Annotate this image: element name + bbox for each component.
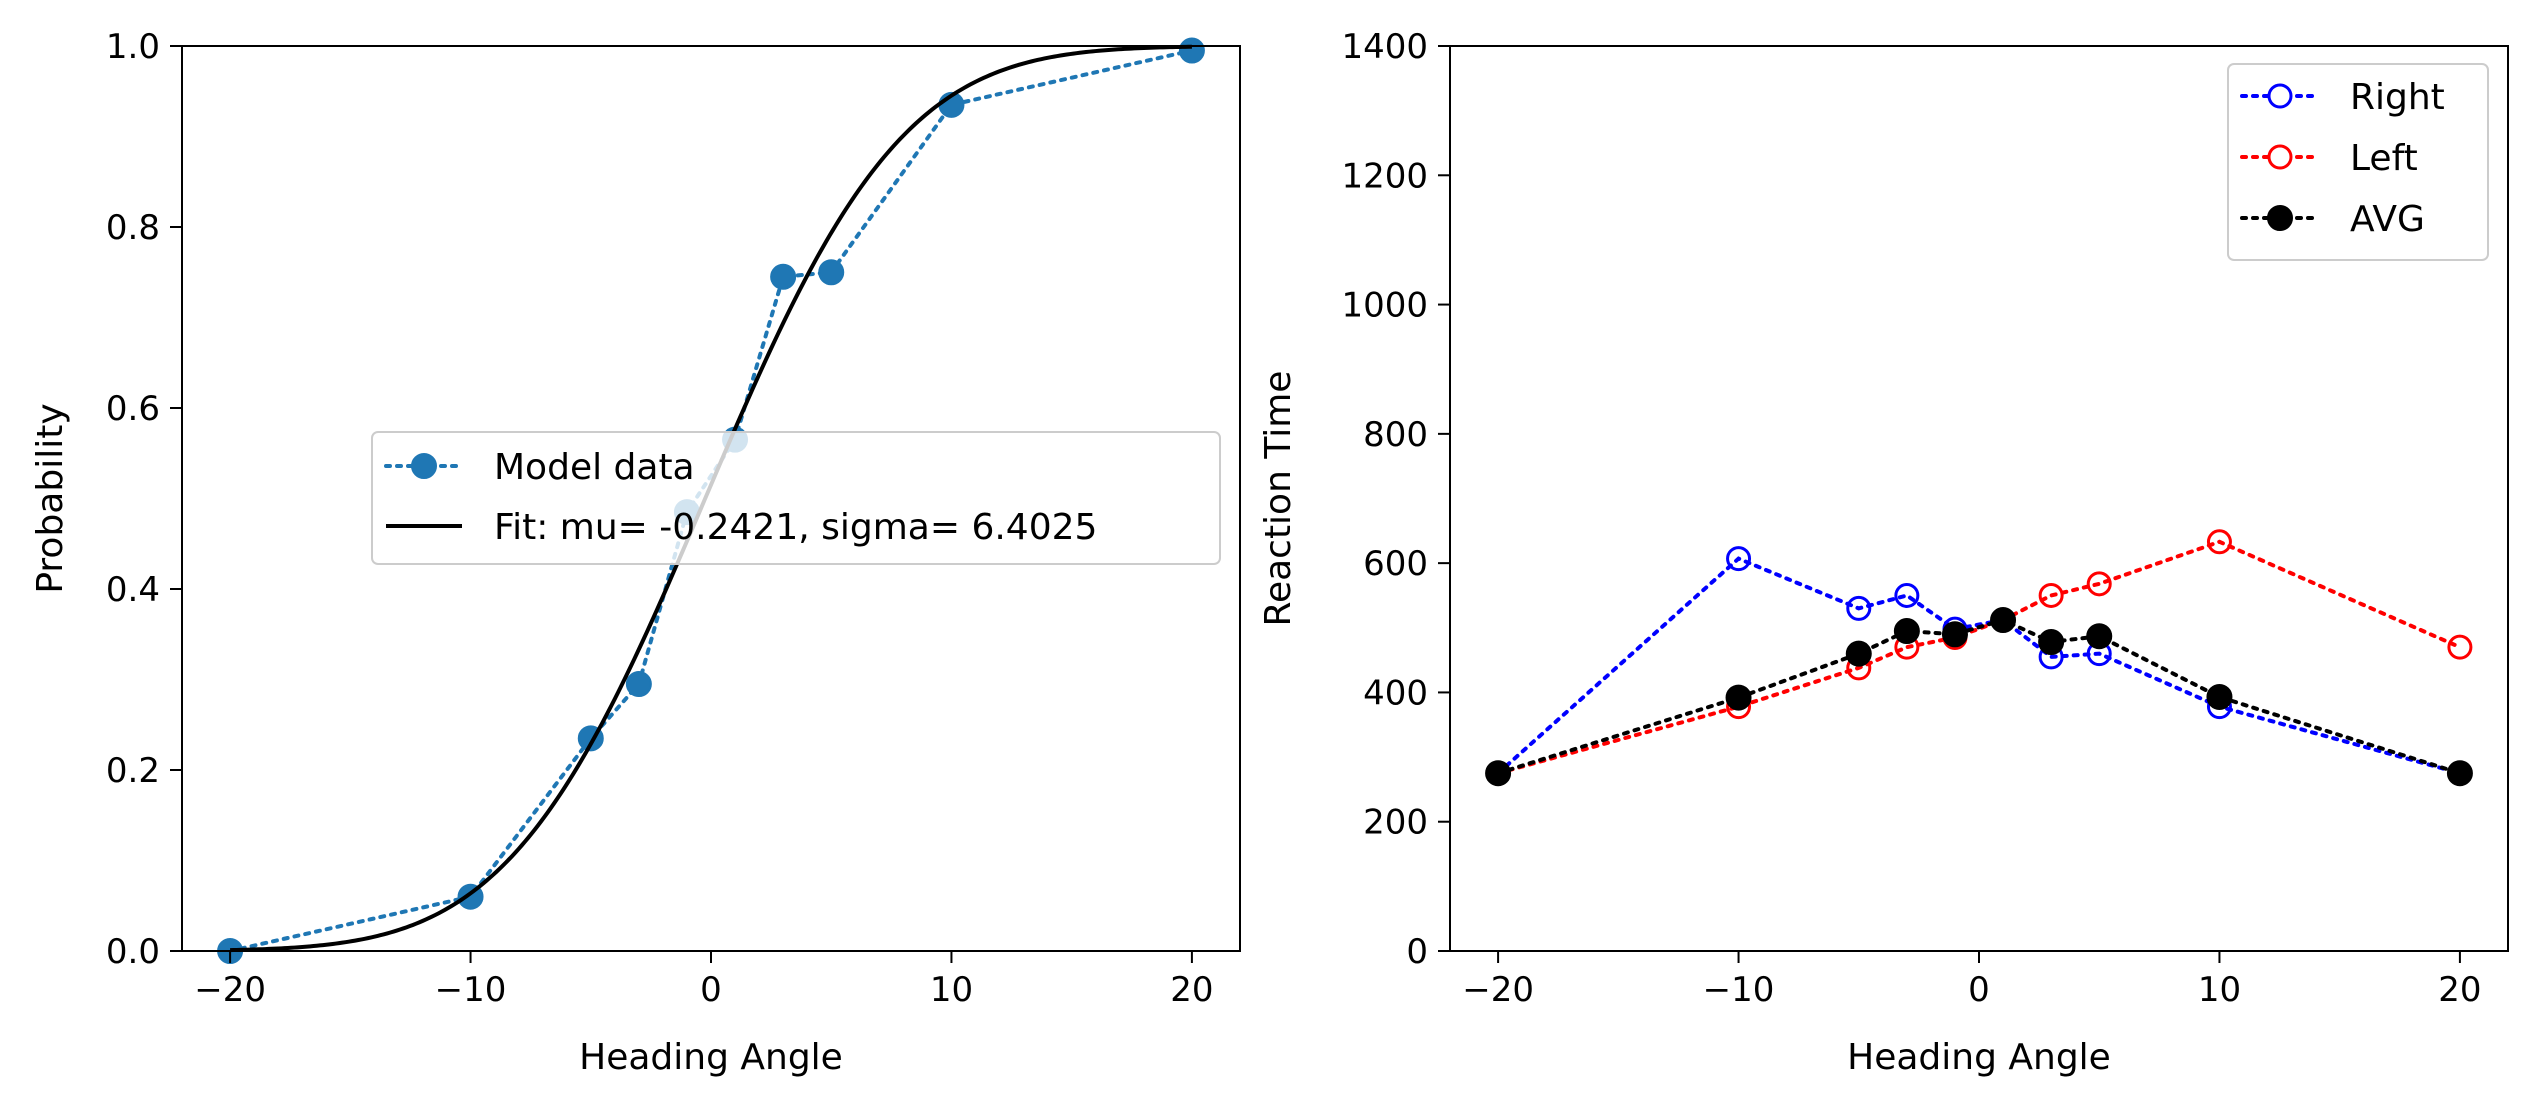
data-point [1485, 760, 1512, 787]
y-tick-label: 0.0 [106, 932, 160, 972]
x-tick-label: 10 [2198, 970, 2241, 1010]
reaction-time-legend-box [2227, 63, 2489, 261]
legend-marker [2267, 144, 2293, 170]
legend-label-model-data: Model data [494, 447, 695, 488]
legend-entry-model-data: Model data [384, 447, 695, 488]
data-point [625, 671, 652, 698]
y-tick-label: 0.6 [106, 389, 160, 429]
probability-x-axis-label: Heading Angle [579, 1037, 843, 1078]
legend-label-right: Right [2350, 77, 2445, 118]
x-tick-label: 0 [700, 970, 722, 1010]
data-point [2086, 571, 2112, 597]
reaction-time-y-axis-label: Reaction Time [1258, 371, 1299, 627]
legend-entry-fit: Fit: mu= -0.2421, sigma= 6.4025 [386, 507, 1097, 548]
legend-entry-left: Left [2240, 138, 2418, 179]
probability-axis-ticks: −20 −10 0 10 20 0.0 0.2 0.4 0.6 0.8 1.0 [106, 27, 1214, 1010]
data-point [2446, 760, 2473, 787]
reaction-time-legend: Right Left AVG [2227, 63, 2489, 261]
legend-entry-right: Right [2240, 77, 2445, 118]
data-point [1990, 607, 2017, 634]
x-tick-label: −10 [1703, 970, 1775, 1010]
data-point [1845, 640, 1872, 667]
y-tick-label: 1400 [1341, 27, 1428, 67]
data-point [2447, 634, 2473, 660]
x-tick-label: 0 [1968, 970, 1990, 1010]
legend-entry-avg: AVG [2240, 199, 2425, 240]
data-point [1894, 582, 1920, 608]
legend-handle-right [2240, 83, 2320, 109]
data-point [2038, 629, 2065, 656]
x-tick-label: 20 [1170, 970, 1213, 1010]
x-tick-label: 20 [2438, 970, 2481, 1010]
probability-legend: Model data Fit: mu= -0.2421, sigma= 6.40… [371, 431, 1221, 565]
data-point [2206, 529, 2232, 555]
data-point [1893, 618, 1920, 645]
x-tick-label: −10 [435, 970, 507, 1010]
y-tick-label: 600 [1363, 544, 1428, 584]
y-tick-label: 1200 [1341, 156, 1428, 196]
data-point [818, 259, 845, 286]
data-point [770, 263, 797, 290]
data-point [1725, 684, 1752, 711]
y-tick-label: 200 [1363, 803, 1428, 843]
y-tick-label: 400 [1363, 673, 1428, 713]
probability-legend-box [371, 431, 1221, 565]
y-tick-label: 1.0 [106, 27, 160, 67]
y-tick-label: 1000 [1341, 286, 1428, 326]
data-point [1846, 595, 1872, 621]
legend-label-avg: AVG [2350, 199, 2425, 240]
probability-plot-marks [217, 37, 1205, 964]
series-avg [1485, 607, 2473, 787]
series-line [1496, 556, 2462, 776]
legend-marker [2267, 205, 2293, 231]
series-line [1496, 539, 2462, 776]
y-tick-label: 0.8 [106, 208, 160, 248]
legend-handle-model-data [384, 453, 464, 479]
data-point [1941, 621, 1968, 648]
reaction-time-plot-marks [1485, 529, 2473, 787]
reaction-time-x-axis-label: Heading Angle [1847, 1037, 2111, 1078]
legend-handle-avg [2240, 205, 2320, 231]
reaction-time-axes-frame [1449, 45, 2509, 952]
x-tick-label: 10 [930, 970, 973, 1010]
data-point [1178, 37, 1205, 64]
probability-y-axis-label: Probability [30, 403, 71, 593]
y-tick-label: 0 [1406, 932, 1428, 972]
legend-label-fit: Fit: mu= -0.2421, sigma= 6.4025 [494, 507, 1097, 548]
probability-panel: −20 −10 0 10 20 0.0 0.2 0.4 0.6 0.8 1.0 Heading An… [30, 27, 1241, 1078]
x-tick-label: −20 [1462, 970, 1534, 1010]
data-point [2038, 582, 2064, 608]
legend-marker [2267, 83, 2293, 109]
y-tick-label: 0.2 [106, 751, 160, 791]
data-point [1726, 546, 1752, 572]
legend-handle-left [2240, 144, 2320, 170]
series-line [1496, 617, 2462, 776]
legend-label-left: Left [2350, 138, 2418, 179]
y-tick-label: 800 [1363, 415, 1428, 455]
probability-axes-frame [181, 45, 1241, 952]
legend-marker [411, 453, 437, 479]
data-point [2086, 623, 2113, 650]
x-tick-label: −20 [194, 970, 266, 1010]
y-tick-label: 0.4 [106, 570, 160, 610]
data-point [2206, 683, 2233, 710]
